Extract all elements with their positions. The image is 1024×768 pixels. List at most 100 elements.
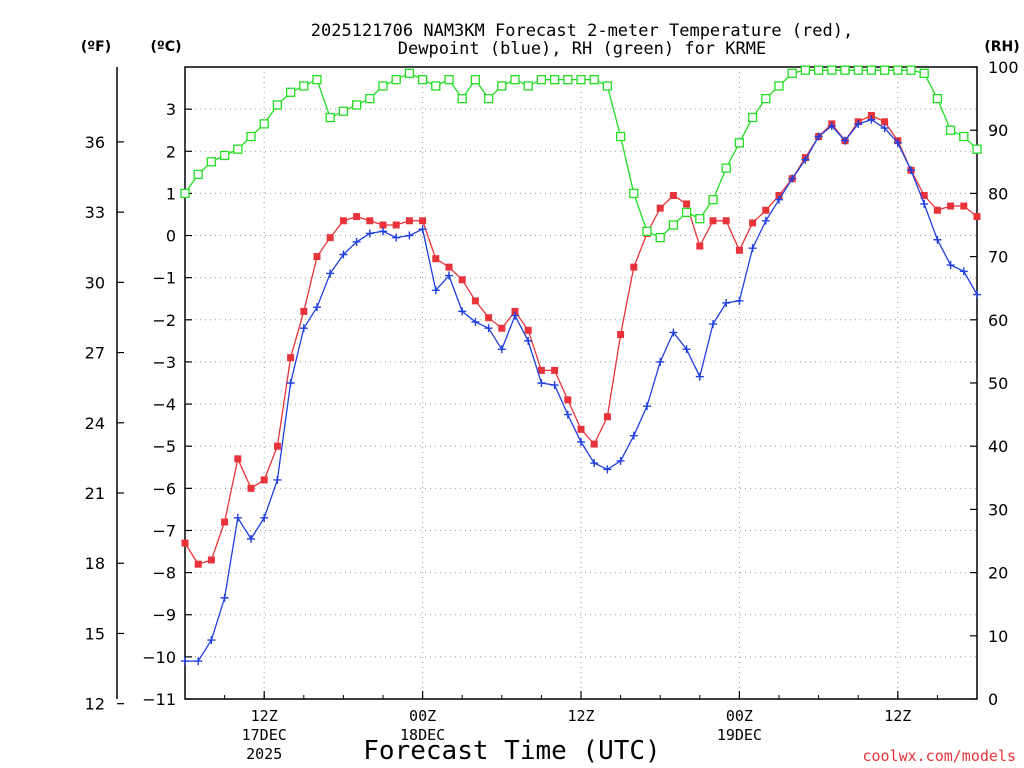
dewpoint-point [260, 513, 269, 522]
dewpoint-line [185, 118, 978, 662]
rh-point [285, 87, 296, 97]
rh-point [470, 74, 481, 85]
rh-point [827, 65, 837, 75]
celsius-tick-label: −9 [152, 606, 176, 625]
rh-tick-label: 0 [988, 690, 998, 709]
dewpoint-point [695, 372, 704, 381]
dewpoint-point [933, 235, 942, 244]
fahrenheit-tick-label: 15 [85, 624, 105, 643]
data-series [180, 65, 982, 666]
credit-label: coolwx.com/models [862, 747, 1016, 765]
rh-tick-label: 60 [988, 311, 1008, 330]
rh-point [549, 74, 560, 85]
dewpoint-point [352, 237, 361, 246]
fahrenheit-tick-label: 24 [85, 414, 105, 433]
temperature-point [564, 396, 572, 404]
dewpoint-point [854, 119, 863, 128]
rh-point [233, 144, 243, 154]
x-tick-date-label: 18DEC [400, 726, 445, 744]
dewpoint-point [379, 227, 387, 236]
rh-point [219, 150, 230, 161]
temperature-point [207, 556, 215, 564]
temperature-point [273, 442, 281, 450]
dewpoint-point [827, 121, 836, 130]
temperature-point [392, 221, 400, 229]
temperature-point [339, 217, 347, 225]
dewpoint-point [682, 345, 691, 354]
rh-point [959, 131, 969, 142]
dewpoint-point [365, 229, 374, 238]
rh-point [629, 188, 639, 199]
temperature-point [735, 246, 743, 254]
dewpoint-point [867, 115, 876, 124]
rh-point [497, 81, 507, 91]
celsius-tick-label: 1 [166, 184, 176, 203]
rh-point [734, 138, 745, 148]
dewpoint-point [603, 465, 612, 474]
celsius-tick-label: −7 [152, 521, 176, 540]
temperature-point [485, 314, 493, 322]
rh-point [879, 65, 890, 75]
temperature-point [577, 425, 585, 433]
dewpoint-point [458, 307, 467, 316]
fahrenheit-tick-label: 27 [85, 344, 105, 363]
fahrenheit-tick-label: 36 [85, 133, 105, 152]
temperature-point [933, 206, 941, 214]
temperature-point [920, 192, 928, 200]
rh-point [351, 100, 362, 110]
unit-fahrenheit-label: (ºF) [81, 39, 111, 55]
dewpoint-point [735, 296, 744, 305]
rh-point [536, 74, 547, 85]
rh-point [681, 207, 692, 218]
temperature-point [313, 253, 321, 261]
fahrenheit-tick-label: 21 [85, 484, 105, 503]
rh-point [589, 74, 599, 85]
dewpoint-point [313, 303, 321, 312]
dewpoint-point [326, 269, 335, 278]
dewpoint-point [814, 132, 823, 141]
dewpoint-point [656, 357, 665, 366]
rh-point [576, 74, 586, 85]
rh-tick-label: 40 [988, 437, 1008, 456]
x-tick-label: 12Z [884, 707, 911, 725]
temperature-point [762, 206, 770, 214]
rh-tick-label: 30 [988, 500, 1008, 519]
x-tick-date-label: 19DEC [717, 726, 762, 744]
temperature-point [696, 242, 704, 250]
celsius-tick-label: −11 [142, 690, 176, 709]
dewpoint-point [511, 311, 519, 320]
temperature-point [973, 213, 981, 221]
rh-point [259, 119, 269, 129]
temperature-point [419, 217, 427, 225]
dewpoint-point [418, 225, 427, 234]
temperature-point [300, 307, 308, 315]
temperature-point [379, 221, 387, 229]
rh-point [813, 65, 824, 75]
rh-point [668, 220, 679, 230]
dewpoint-point [524, 336, 533, 345]
dewpoint-point [550, 381, 559, 390]
rh-tick-label: 20 [988, 564, 1008, 583]
celsius-tick-label: −6 [152, 479, 176, 498]
temperature-point [181, 539, 189, 547]
rh-point [365, 93, 375, 104]
temperature-point [353, 213, 361, 221]
chart-title-line2: Dewpoint (blue), RH (green) for KRME [398, 39, 766, 59]
rh-point [642, 226, 652, 236]
dewpoint-point [801, 155, 810, 164]
rh-tick-label: 50 [988, 374, 1008, 393]
temperature-point [749, 219, 757, 227]
fahrenheit-tick-label: 12 [85, 695, 105, 714]
rh-point [972, 144, 982, 154]
rh-point [325, 112, 335, 123]
dewpoint-point [537, 379, 546, 387]
temperature-point [590, 440, 598, 448]
dewpoint-point [286, 379, 295, 387]
temperature-point [669, 192, 677, 200]
dewpoint-point [392, 233, 401, 242]
temperature-point [247, 484, 255, 492]
dewpoint-point [722, 298, 731, 307]
temperature-point [194, 560, 202, 568]
